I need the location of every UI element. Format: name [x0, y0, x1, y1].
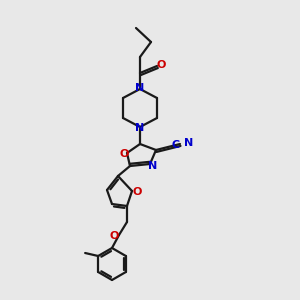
Text: N: N: [148, 161, 158, 171]
Text: N: N: [135, 83, 145, 93]
Text: N: N: [135, 123, 145, 133]
Text: N: N: [184, 138, 193, 148]
Text: O: O: [156, 60, 166, 70]
Text: C: C: [172, 140, 180, 150]
Text: O: O: [132, 187, 142, 197]
Text: O: O: [109, 231, 119, 241]
Text: O: O: [119, 149, 129, 159]
